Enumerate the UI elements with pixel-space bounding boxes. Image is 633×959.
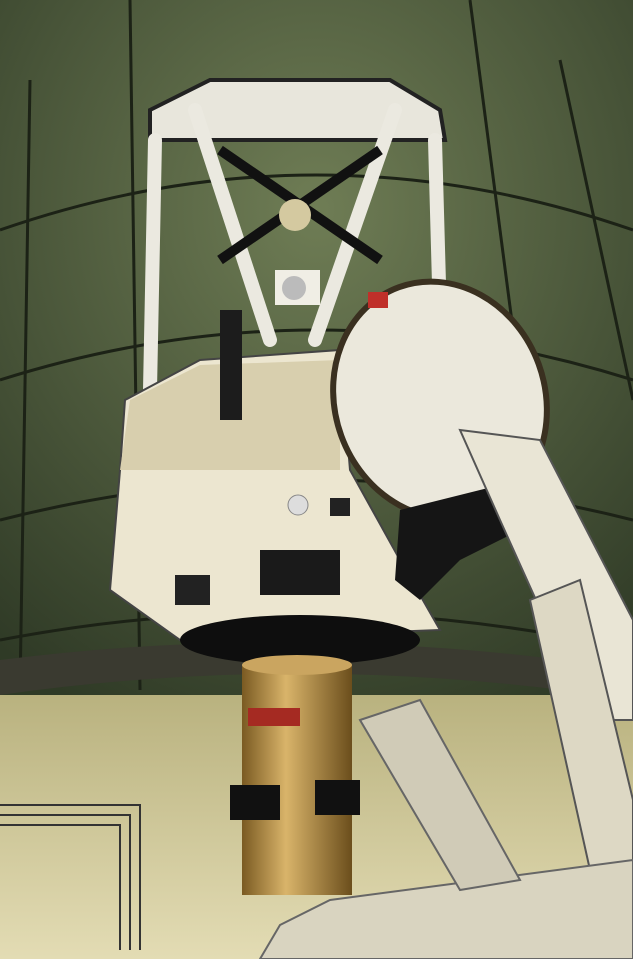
body-opening xyxy=(260,550,340,595)
mount-fork xyxy=(528,578,633,882)
truss-tube xyxy=(308,103,402,347)
secondary-mirror xyxy=(279,199,311,231)
truss-tube xyxy=(188,103,277,347)
truss-tube xyxy=(143,133,162,397)
support-strut xyxy=(358,698,522,892)
dome-rib xyxy=(18,79,32,691)
cable xyxy=(0,814,131,950)
base-ring xyxy=(180,615,420,665)
gauge xyxy=(287,494,309,516)
dome-rib xyxy=(558,59,633,401)
truss xyxy=(143,103,447,397)
dome-rib xyxy=(0,173,633,232)
clamp xyxy=(230,785,280,820)
pier-base xyxy=(258,858,633,959)
cable xyxy=(0,804,141,950)
red-label xyxy=(368,292,388,308)
finder xyxy=(220,310,242,420)
clamp xyxy=(315,780,360,815)
lens xyxy=(282,276,306,300)
cable xyxy=(0,824,121,950)
cylinder-top xyxy=(242,655,352,675)
cylinder-label xyxy=(248,708,300,726)
cables xyxy=(0,804,141,950)
connector xyxy=(330,498,350,516)
fan xyxy=(175,575,210,605)
